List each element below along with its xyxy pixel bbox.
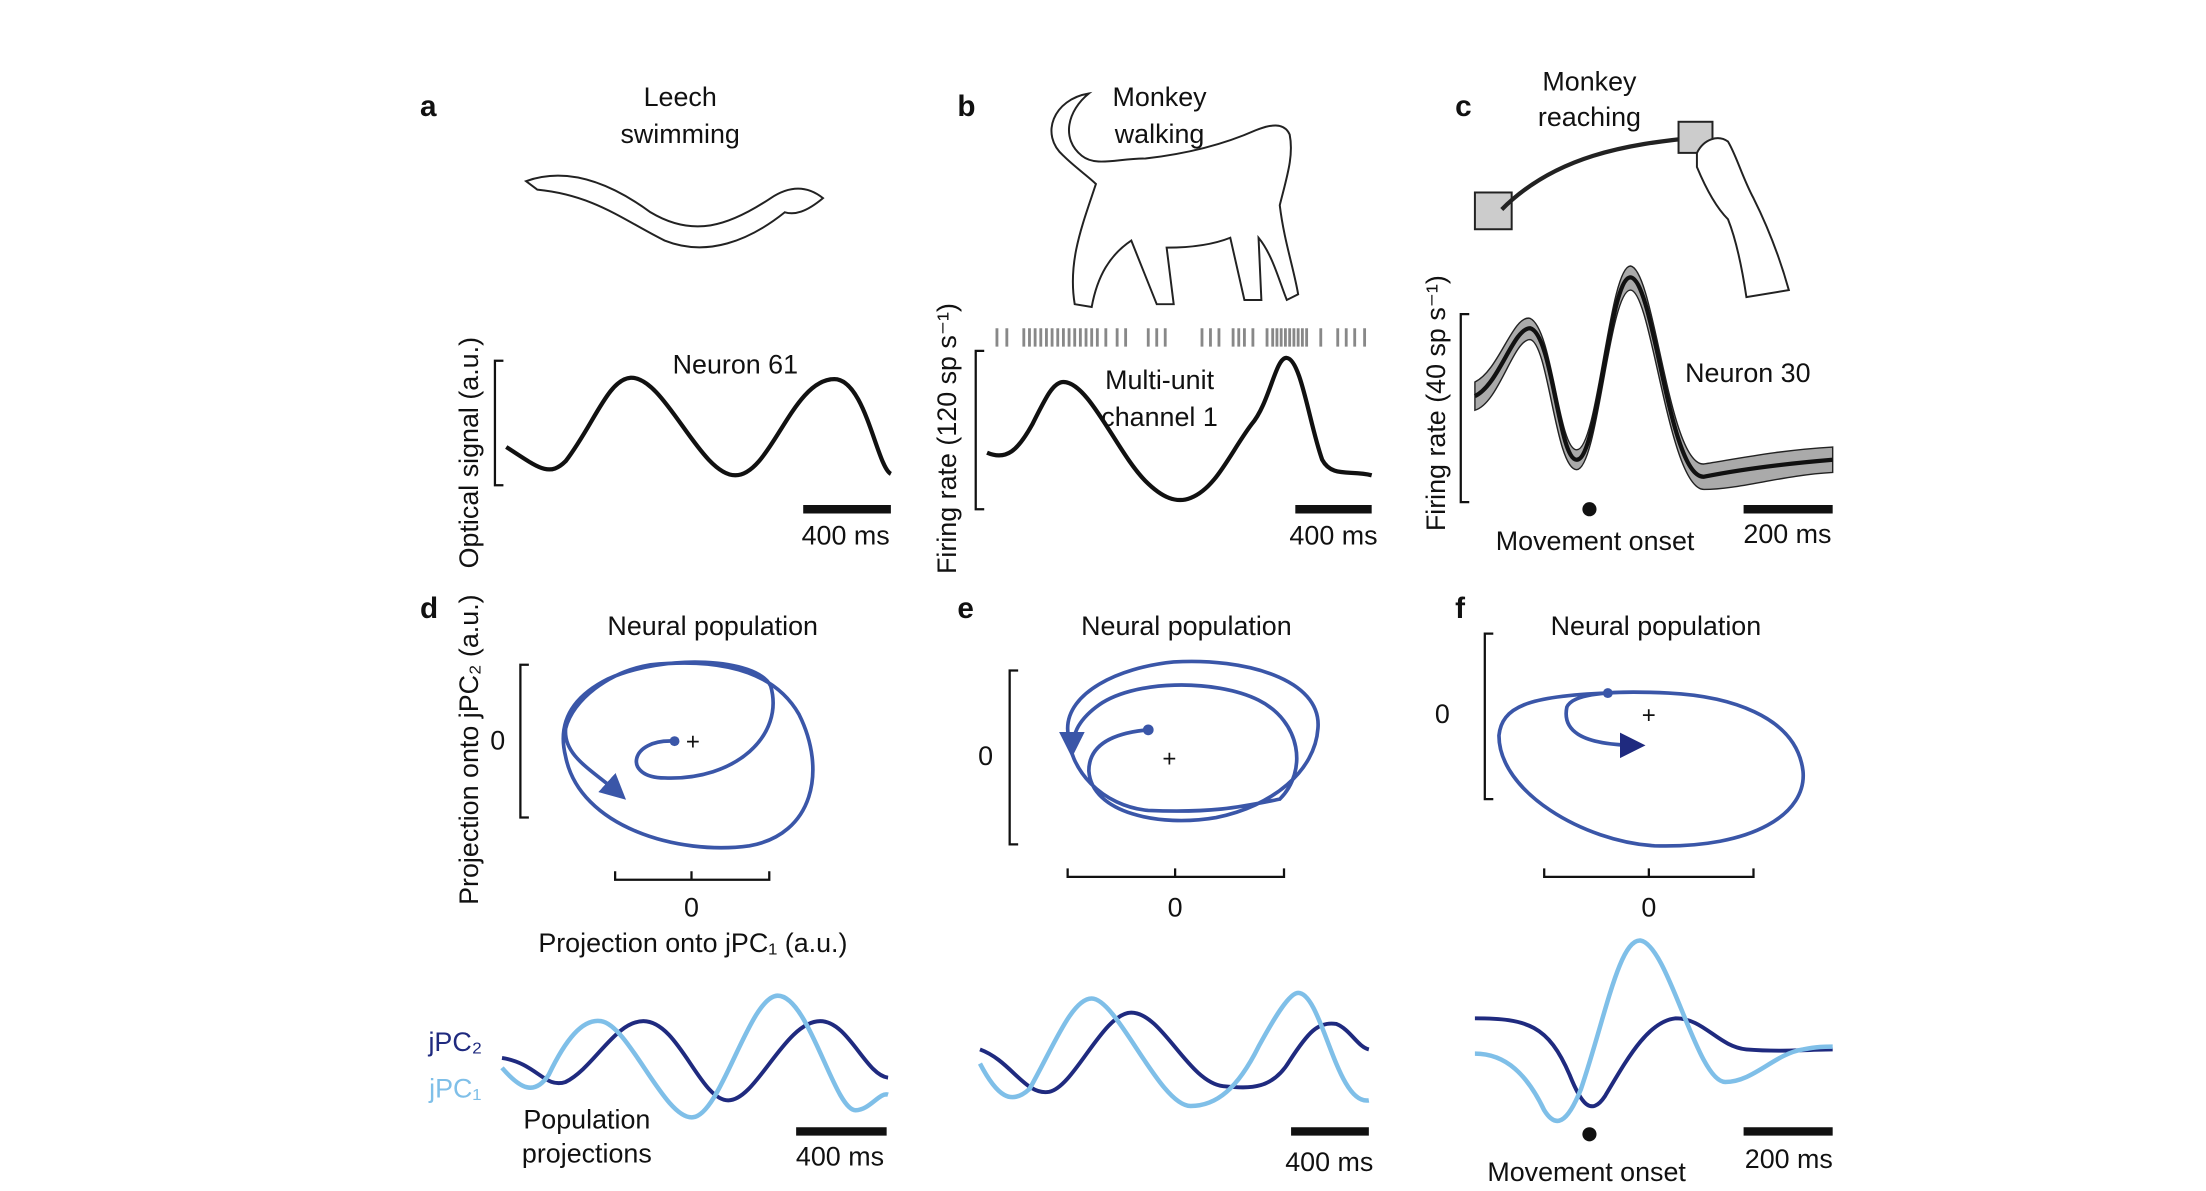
panel-label: f (1455, 592, 1465, 625)
scale-bar-label: 200 ms (1745, 1144, 1833, 1174)
reach-path (1500, 135, 1698, 211)
scale-bar-label: 200 ms (1743, 519, 1831, 549)
panel-title: swimming (620, 119, 739, 149)
y-axis-label: Firing rate (120 sp s⁻¹) (932, 303, 962, 574)
jpc1-trace (977, 990, 1370, 1109)
start-target (1473, 191, 1513, 231)
trace-label: Neuron 61 (673, 349, 798, 379)
jpc2-trace (501, 1019, 889, 1103)
origin-cross: + (1162, 746, 1176, 773)
x-axis-bracket (614, 871, 771, 881)
trace-label: projections (522, 1139, 652, 1169)
panel-c: c Monkey reaching Firing rate (40 sp s⁻¹… (1421, 67, 1834, 556)
x-axis-label: Projection onto jPC₁ (a.u.) (538, 928, 847, 958)
y-tick-label: 0 (978, 741, 993, 771)
panel-title: Neural population (607, 611, 818, 641)
panel-b: b Monkey walking Firing rate (120 sp s⁻¹… (932, 82, 1378, 574)
panel-d: d Neural population 0 Projection onto jP… (420, 592, 889, 1171)
leech-drawing (523, 174, 825, 249)
panel-title: Neural population (1081, 611, 1292, 641)
start-dot (669, 736, 680, 747)
hand-drawing (1695, 137, 1791, 299)
panel-title: Leech (644, 82, 717, 112)
y-axis-label: Firing rate (40 sp s⁻¹) (1421, 275, 1451, 531)
panel-title: Monkey (1113, 82, 1208, 112)
y-tick-label: 0 (490, 726, 505, 756)
x-tick-label: 0 (1641, 893, 1656, 923)
event-label: Movement onset (1487, 1157, 1686, 1187)
trace-label: Population (523, 1105, 650, 1135)
legend-entry: jPC₁ (428, 1074, 481, 1104)
panel-f: f Neural population 0 0 + Movement onset… (1435, 592, 1833, 1187)
scale-bar-label: 400 ms (796, 1141, 884, 1171)
panel-title: reaching (1538, 102, 1641, 132)
y-axis-label: Projection onto jPC₂ (a.u.) (454, 594, 484, 904)
raster (995, 328, 1367, 347)
x-tick-label: 0 (1168, 893, 1183, 923)
panel-title: Neural population (1551, 611, 1762, 641)
panel-label: e (957, 592, 974, 625)
origin-cross: + (686, 729, 700, 756)
legend-entry: jPC₂ (427, 1027, 482, 1057)
y-axis-bracket (974, 349, 985, 511)
panel-label: b (957, 90, 975, 123)
trace (505, 375, 893, 478)
trace-label: Multi-unit (1105, 365, 1214, 395)
panel-title: walking (1114, 119, 1205, 149)
panel-title: Monkey (1542, 67, 1637, 97)
monkey-drawing (1050, 91, 1300, 309)
x-tick-label: 0 (684, 893, 699, 923)
trace-label: channel 1 (1101, 402, 1218, 432)
y-axis-bracket (519, 663, 529, 819)
panel-e: e Neural population 0 0 + 400 ms (957, 592, 1373, 1177)
panel-label: d (420, 592, 438, 625)
jpc2-trace (979, 1010, 1370, 1094)
panel-label: c (1455, 90, 1472, 123)
trace (986, 355, 1373, 503)
trajectory (561, 660, 815, 850)
jpc1-trace (500, 993, 889, 1120)
panel-a: a Leech swimming Optical signal (a.u.) N… (420, 82, 893, 568)
trace (1473, 275, 1833, 479)
y-axis-bracket (493, 359, 504, 487)
jpc1-trace (1474, 938, 1833, 1124)
x-axis-bracket (1066, 868, 1286, 879)
start-dot (1602, 688, 1613, 699)
scale-bar-label: 400 ms (802, 521, 890, 551)
y-axis-bracket (1008, 669, 1019, 846)
scale-bar-label: 400 ms (1289, 521, 1377, 551)
onset-marker (1582, 502, 1597, 517)
onset-marker (1582, 1127, 1597, 1142)
trajectory (1497, 690, 1805, 848)
jpc2-trace (1474, 1016, 1833, 1109)
y-axis-bracket (1483, 632, 1494, 801)
trajectory (1059, 659, 1320, 823)
y-tick-label: 0 (1435, 699, 1450, 729)
start-dot (1142, 724, 1154, 736)
panel-label: a (420, 90, 437, 123)
scale-bar-label: 400 ms (1285, 1147, 1373, 1177)
origin-cross: + (1642, 702, 1656, 729)
trace-label: Neuron 30 (1685, 358, 1810, 388)
y-axis-label: Optical signal (a.u.) (454, 337, 484, 568)
y-axis-bracket (1459, 312, 1470, 504)
event-label: Movement onset (1496, 526, 1695, 556)
x-axis-bracket (1543, 868, 1755, 879)
